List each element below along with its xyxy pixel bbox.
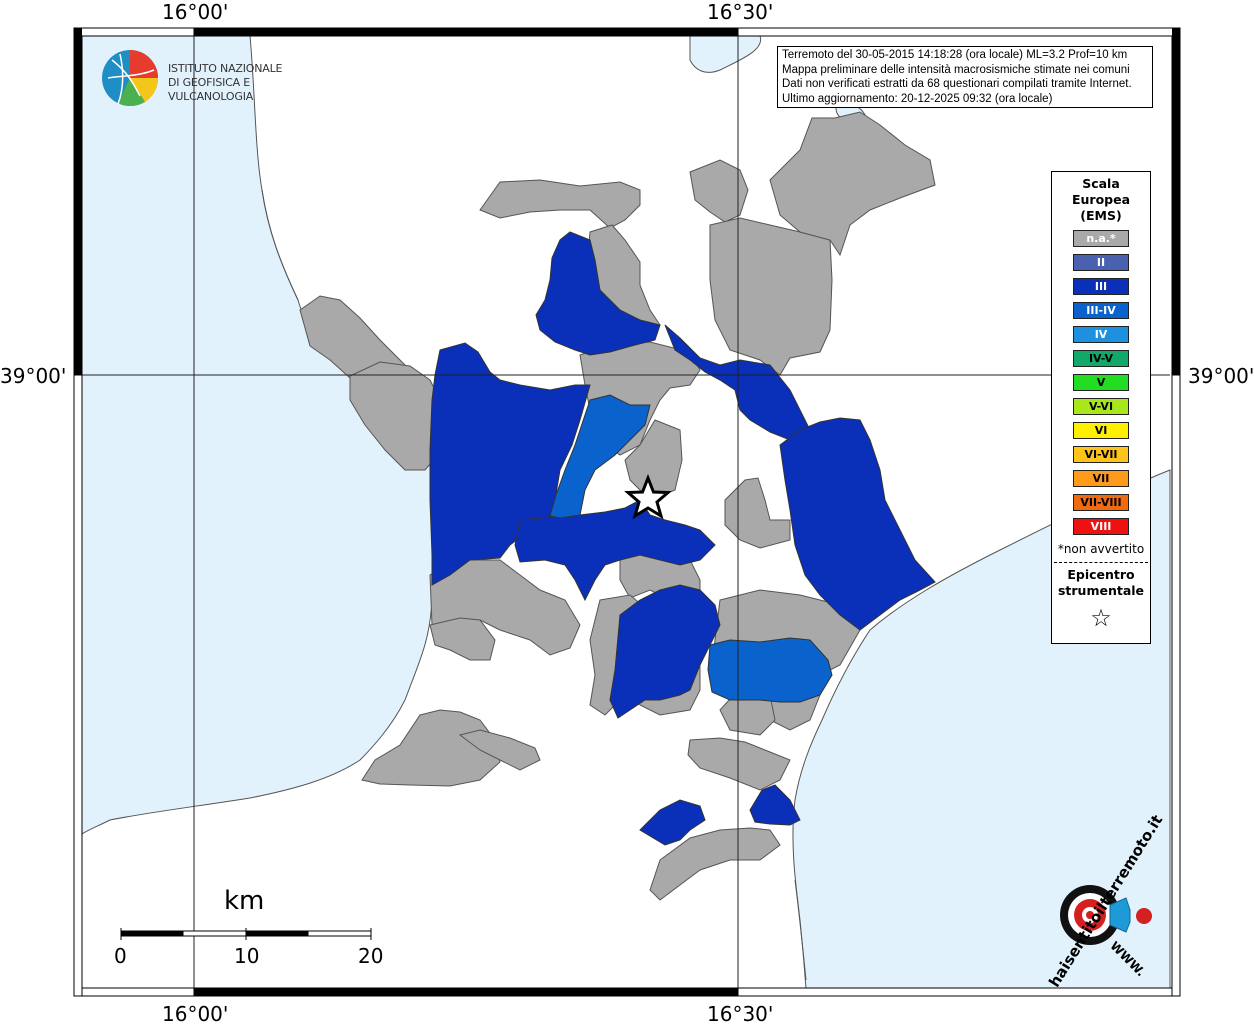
- legend-title-line: Scala: [1082, 176, 1120, 191]
- coast-line: [261, 189, 807, 981]
- legend-epicenter-line: strumentale: [1057, 583, 1145, 598]
- legend-title-line: Europea: [1071, 192, 1131, 207]
- legend-note: *non avvertito: [1057, 542, 1145, 556]
- legend-item: VIII: [1073, 518, 1129, 535]
- legend-epicenter-star-icon: ☆: [1090, 604, 1112, 632]
- legend-item: II: [1073, 254, 1129, 271]
- municipalities-iii: [429, 231, 936, 846]
- event-info-box: Terremoto del 30-05-2015 14:18:28 (ora l…: [777, 46, 1153, 108]
- ingv-name: ISTITUTO NAZIONALE DI GEOFISICA E VULCAN…: [168, 62, 320, 104]
- ingv-name-line1: ISTITUTO NAZIONALE: [168, 62, 283, 75]
- legend-item: VI-VII: [1073, 446, 1129, 463]
- ingv-logo: ISTITUTO NAZIONALE DI GEOFISICA E VULCAN…: [100, 48, 320, 110]
- legend-item: III-IV: [1073, 302, 1129, 319]
- haisentito-logo: haisentitoilterremoto.it WWW.: [1030, 812, 1166, 991]
- lon-label-top-right: 16°30': [707, 0, 774, 24]
- lat-label-right: 39°00': [1188, 364, 1254, 388]
- epicenter-star-icon: [624, 473, 672, 520]
- scale-tick-0: 0: [114, 944, 127, 968]
- ingv-globe-icon: [102, 50, 159, 106]
- lat-label-left: 39°00': [0, 364, 67, 388]
- scale-unit: km: [224, 886, 265, 916]
- legend-item: III: [1073, 278, 1129, 295]
- legend-title: Scala Europea (EMS): [1052, 176, 1150, 224]
- ingv-name-line2: DI GEOFISICA E VULCANOLOGIA: [168, 76, 254, 103]
- legend-item: VII: [1073, 470, 1129, 487]
- event-info-line-1: Terremoto del 30-05-2015 14:18:28 (ora l…: [782, 49, 1128, 61]
- legend-item: n.a.*: [1073, 230, 1129, 247]
- legend-item: IV: [1073, 326, 1129, 343]
- legend-epicenter-line: Epicentro: [1067, 567, 1135, 582]
- sea-north-inlet: [689, 35, 762, 73]
- event-info-line-2: Mappa preliminare delle intensità macros…: [782, 63, 1130, 76]
- legend-item: V: [1073, 374, 1129, 391]
- legend-epicenter-label: Epicentro strumentale: [1052, 567, 1150, 599]
- graticule: [82, 36, 1170, 988]
- haisentito-target-icon: [1060, 885, 1152, 945]
- municipalities-iii-iv: [549, 394, 833, 703]
- lon-label-bottom-right: 16°30': [707, 1002, 774, 1026]
- legend-item: V-VI: [1073, 398, 1129, 415]
- scale-tick-10: 10: [234, 944, 260, 968]
- legend-items: n.a.* II III III-IV IV IV-V V V-VI VI VI-VII VII VI…: [1052, 230, 1150, 535]
- event-info-line-4: Ultimo aggiornamento: 20-12-2025 09:32 (…: [782, 92, 1053, 105]
- legend-title-line: (EMS): [1080, 208, 1122, 223]
- legend-item: IV-V: [1073, 350, 1129, 367]
- legend-item: VII-VIII: [1073, 494, 1129, 511]
- legend-divider: [1054, 562, 1148, 563]
- scale-bar: [120, 928, 372, 940]
- lon-label-top-left: 16°00': [162, 0, 229, 24]
- legend-item: VI: [1073, 422, 1129, 439]
- map-frame: [73, 27, 1181, 997]
- event-info-line-3: Dati non verificati estratti da 68 quest…: [782, 78, 1132, 90]
- ems-legend: Scala Europea (EMS) n.a.* II III III-IV IV IV…: [1051, 171, 1151, 644]
- scale-tick-20: 20: [358, 944, 384, 968]
- lon-label-bottom-left: 16°00': [162, 1002, 229, 1026]
